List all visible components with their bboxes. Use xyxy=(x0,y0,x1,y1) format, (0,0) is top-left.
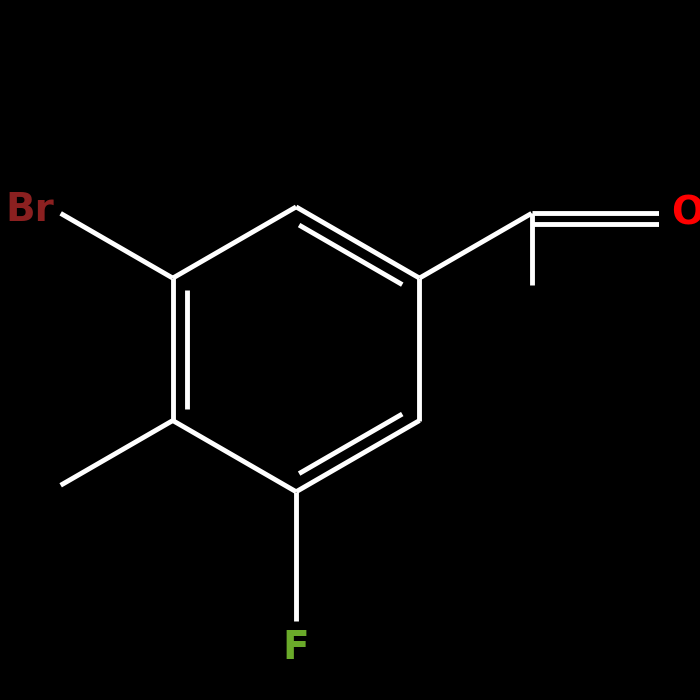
Text: Br: Br xyxy=(6,191,54,229)
Text: O: O xyxy=(671,195,700,232)
Text: F: F xyxy=(283,629,309,667)
